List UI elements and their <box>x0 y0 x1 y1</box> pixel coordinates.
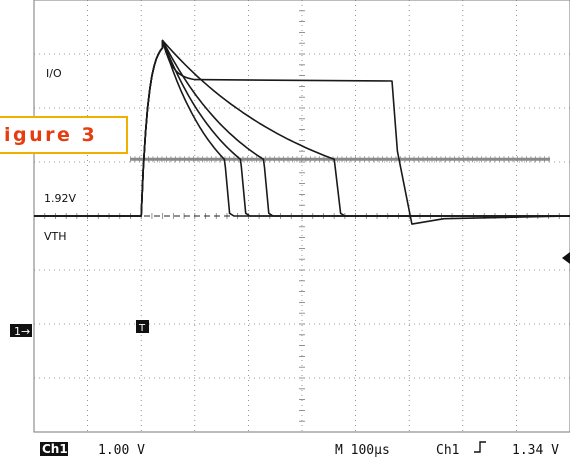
waveform-trace <box>34 39 570 225</box>
figure-caption: igure 3 <box>4 124 98 146</box>
status-bar: Ch1 1.00 V M 100µs Ch1 1.34 V <box>40 441 559 458</box>
voltage-label: 1.92V <box>44 192 76 205</box>
trigger-level: 1.34 V <box>512 443 559 457</box>
ground-marker-text: 1→ <box>14 325 30 338</box>
timebase: M 100µs <box>335 443 390 457</box>
channel-scale: 1.00 V <box>98 443 145 457</box>
trigger-marker: T <box>136 320 149 334</box>
vth-label: VTH <box>44 230 67 243</box>
trigger-marker-box <box>136 320 149 333</box>
figure-caption-box: igure 3 <box>0 116 128 154</box>
waveform-traces <box>34 39 570 225</box>
channel-label: Ch1 <box>42 442 68 456</box>
io-label: I/O <box>46 67 62 80</box>
ground-marker-box <box>10 324 32 337</box>
trigger-channel: Ch1 <box>436 443 459 457</box>
ground-marker: 1→ <box>10 324 32 338</box>
trigger-level-arrow-icon <box>562 252 570 264</box>
rising-edge-icon <box>474 441 486 453</box>
channel-badge <box>40 442 68 456</box>
trigger-marker-text: T <box>138 323 146 334</box>
